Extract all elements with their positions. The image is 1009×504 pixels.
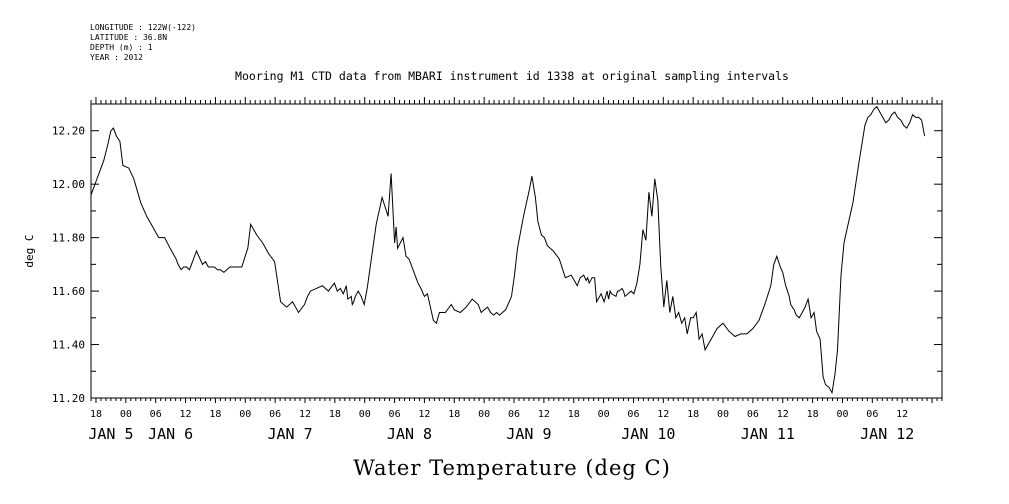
day-label: JAN 9 [506,425,551,443]
y-tick-labels: 11.20 11.40 11.60 11.80 12.00 12.20 [52,125,85,405]
x-tick-label: 00 [239,409,251,420]
x-tick-label: 18 [687,409,699,420]
day-label: JAN 8 [387,425,432,443]
meta-depth: DEPTH (m) : 1 [90,43,153,52]
day-labels: JAN 5 JAN 6 JAN 7 JAN 8 JAN 9 JAN 10 JAN 11 JAN… [88,425,914,443]
series-line-water-temperature [90,105,926,395]
day-label: JAN 11 [741,425,795,443]
meta-year: YEAR : 2012 [90,53,143,62]
y-tick-label: 11.20 [52,392,85,405]
x-tick-label: 18 [568,409,580,420]
x-axis-label: Water Temperature (deg C) [353,456,671,480]
x-tick-label: 12 [299,409,311,420]
day-label: JAN 7 [267,425,312,443]
x-tick-label: 06 [866,409,878,420]
meta-longitude: LONGITUDE : 122W(-122) [90,23,196,32]
x-tick-label: 12 [657,409,669,420]
y-tick-label: 12.20 [52,125,85,138]
y-axis-label: deg C [23,234,36,267]
meta-latitude: LATITUDE : 36.8N [90,33,167,42]
x-tick-label: 12 [777,409,789,420]
x-tick-label: 06 [627,409,639,420]
y-tick-label: 11.60 [52,285,85,298]
x-tick-label: 06 [389,409,401,420]
x-tick-label: 12 [538,409,550,420]
y-tick-label: 11.40 [52,339,85,352]
x-tick-labels: 18 00 06 12 18 00 06 12 18 00 06 12 18 00 06 12 18 00 06 12… [90,409,908,420]
x-tick-label: 18 [448,409,460,420]
x-tick-label: 18 [329,409,341,420]
x-tick-label: 00 [598,409,610,420]
day-label: JAN 5 [88,425,133,443]
day-label: JAN 10 [621,425,675,443]
x-tick-label: 00 [120,409,132,420]
x-tick-label: 06 [508,409,520,420]
x-tick-label: 00 [478,409,490,420]
x-tick-label: 00 [836,409,848,420]
x-tick-label: 00 [359,409,371,420]
y-tick-label: 12.00 [52,178,85,191]
x-tick-label: 18 [90,409,102,420]
x-tick-label: 00 [717,409,729,420]
y-tick-label: 11.80 [52,232,85,245]
x-tick-label: 06 [269,409,281,420]
day-label: JAN 12 [860,425,914,443]
x-tick-label: 12 [418,409,430,420]
x-tick-label: 18 [209,409,221,420]
axis-ticks [90,97,943,403]
x-tick-label: 12 [180,409,192,420]
chart-title: Mooring M1 CTD data from MBARI instrumen… [235,69,789,83]
x-tick-label: 06 [747,409,759,420]
x-tick-label: 06 [150,409,162,420]
x-tick-label: 18 [807,409,819,420]
x-tick-label: 12 [896,409,908,420]
day-label: JAN 6 [148,425,193,443]
plot-frame [90,103,943,399]
